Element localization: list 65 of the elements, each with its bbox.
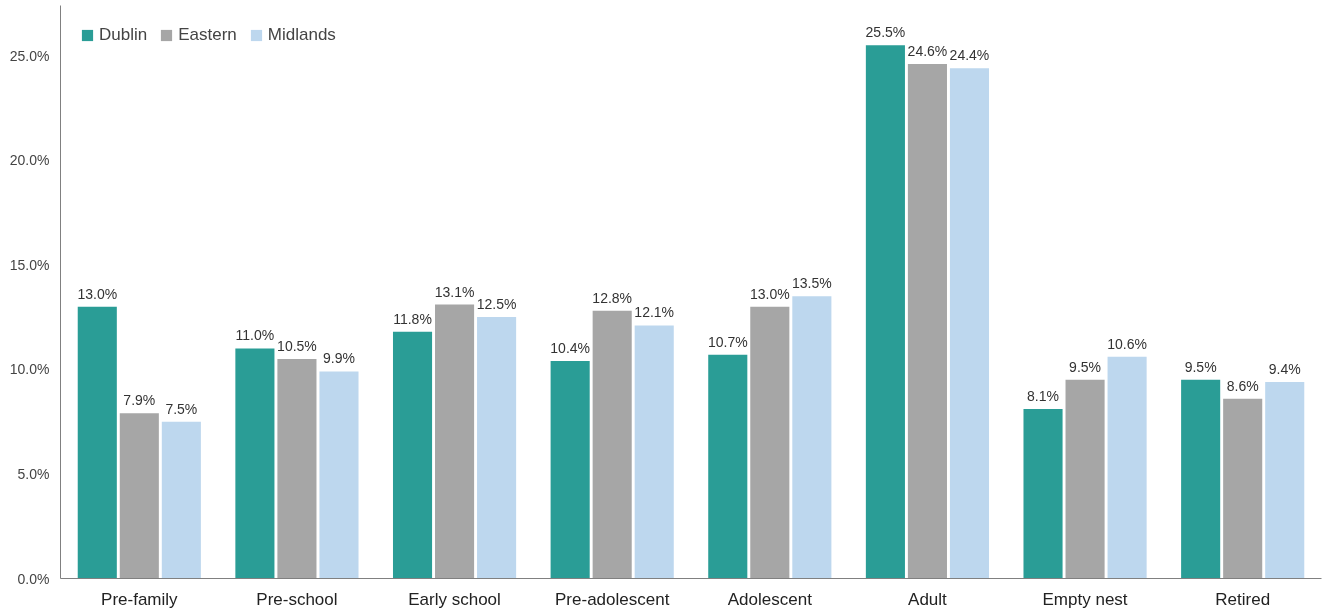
bar [792,296,832,579]
bar [592,310,632,579]
data-label: 9.4% [1268,360,1301,377]
data-label: 13.0% [77,285,118,302]
data-label: 7.5% [165,400,198,417]
data-label: 12.5% [476,296,517,313]
legend-label: Eastern [178,25,237,45]
data-label: 13.5% [792,275,832,292]
bar [550,361,590,579]
data-label: 10.6% [1107,335,1147,352]
bar [1265,381,1305,579]
x-tick-label: Adolescent [727,589,813,609]
bar [277,358,317,579]
bar [1181,379,1221,579]
data-label: 9.5% [1184,358,1217,375]
bar [634,325,674,579]
bar [907,64,947,579]
bar [750,306,790,579]
x-tick-label: Pre-adolescent [555,589,670,609]
data-label: 12.1% [634,304,675,321]
bar [319,371,359,579]
bar [865,45,905,579]
legend-label: Midlands [267,25,336,45]
data-label: 13.1% [434,283,475,300]
bar [1107,356,1147,579]
bar [161,421,201,579]
bar [392,331,433,579]
data-label: 11.0% [235,327,275,344]
y-tick-label: 0.0% [17,570,50,587]
data-label: 9.5% [1069,358,1102,375]
x-tick-label: Retired [1215,589,1271,609]
data-label: 8.1% [1027,388,1059,405]
y-tick-label: 5.0% [17,465,50,482]
data-label: 10.7% [707,333,748,350]
bar [477,317,517,579]
bar [1065,379,1105,579]
data-label: 12.8% [592,289,633,306]
x-tick-label: Pre-school [256,589,338,609]
y-tick-label: 15.0% [9,256,50,273]
data-label: 10.5% [277,337,317,354]
y-tick-label: 20.0% [9,152,50,169]
data-label: 10.4% [550,340,591,357]
legend-label: Dublin [99,25,148,45]
data-label: 9.9% [323,350,355,367]
data-label: 7.9% [123,392,156,409]
x-tick-label: Empty nest [1042,589,1128,609]
data-label: 13.0% [749,285,790,302]
bar [949,68,990,579]
data-label: 25.5% [865,24,906,41]
bar [1223,398,1263,579]
bar [119,413,159,579]
bar [1023,409,1063,579]
data-label: 24.6% [907,43,948,60]
y-tick-label: 10.0% [9,361,50,378]
y-tick-label: 25.0% [9,47,50,64]
bar [708,354,748,579]
bar [435,304,475,579]
data-label: 11.8% [393,310,432,327]
bar [235,348,275,579]
bar [77,306,117,579]
data-label: 24.4% [949,47,990,64]
data-label: 8.6% [1226,377,1259,394]
x-tick-label: Early school [408,589,501,609]
x-tick-label: Adult [908,589,948,609]
x-tick-label: Pre-family [101,589,179,609]
